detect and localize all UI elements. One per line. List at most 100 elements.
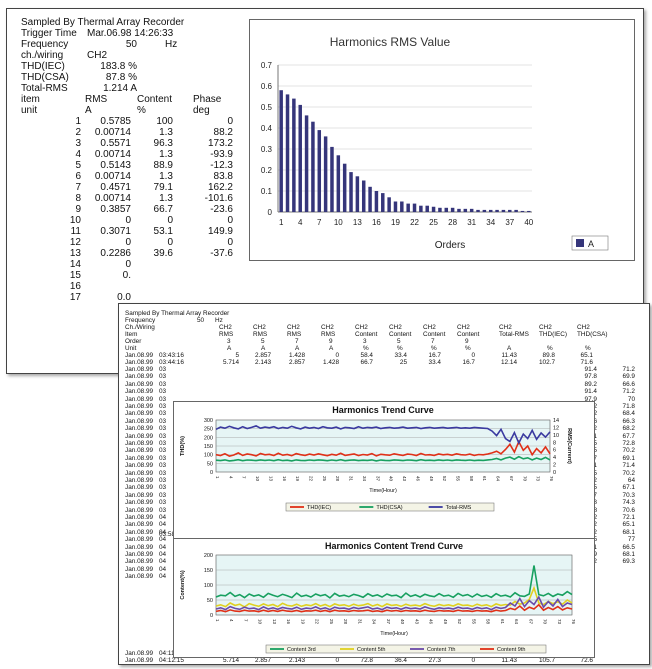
rms-chart-frame: Harmonics RMS Value 0 0.1 0.2 0.3 0.4 0.5 0.6 0.… xyxy=(249,19,635,261)
x-tick-label: 25 xyxy=(322,476,327,482)
row-value: 89.8 xyxy=(542,352,555,359)
bar xyxy=(292,98,296,212)
row-time: 03:58:16 xyxy=(159,531,184,538)
x-tick-label: 55 xyxy=(471,619,476,625)
row-time-partial: 03 xyxy=(159,395,167,403)
series-line xyxy=(215,603,573,613)
row-thd-csa: 74.3 xyxy=(622,499,635,507)
frequency-unit: Hz xyxy=(165,39,178,50)
y-tick-label: 100 xyxy=(204,583,213,589)
x-tick-label: 16 xyxy=(286,619,291,625)
x-tick-label: 52 xyxy=(457,619,462,625)
column-order: 9 xyxy=(329,338,333,345)
row-time-partial: 03 xyxy=(159,484,167,492)
y-tick-label: 100 xyxy=(204,453,213,459)
row-value: 2.857 xyxy=(289,359,305,366)
x-tick-label: 28 xyxy=(343,619,348,625)
table-cell-content: 0 xyxy=(167,215,173,226)
series-line xyxy=(215,595,573,611)
table-cell-rms: 0.00714 xyxy=(94,149,131,160)
column-wiring: CH2 xyxy=(355,324,368,331)
y-tick-label-right: 14 xyxy=(553,418,559,424)
table-cell-rms: 0.0 xyxy=(117,292,131,303)
x-tick-label: 37 xyxy=(505,218,514,227)
table-cell-phase: -23.6 xyxy=(210,204,233,215)
x-tick-label: 34 xyxy=(362,476,367,482)
row-value: 71.6 xyxy=(580,359,593,366)
bar xyxy=(330,146,334,212)
legend-label: THD(IEC) xyxy=(307,505,331,511)
row-time-partial: 03 xyxy=(159,410,167,418)
row-time-partial: 03 xyxy=(159,403,167,410)
table-cell-order: 13 xyxy=(69,248,81,259)
thd-csa-value: 87.8 % xyxy=(105,72,137,83)
row-time-partial: 03 xyxy=(159,417,167,425)
column-wiring: CH2 xyxy=(457,324,470,331)
table-header-cell: item xyxy=(21,94,40,105)
x-tick-label: 46 xyxy=(429,619,434,625)
frequency-value: 50 xyxy=(125,39,137,50)
table-cell-phase: -37.6 xyxy=(210,248,233,259)
table-cell-content: 66.7 xyxy=(153,204,173,215)
row-time-partial: 04 xyxy=(159,565,167,573)
row-date: Jan.08.99 xyxy=(125,565,154,573)
row-time-partial: 03 xyxy=(159,366,167,373)
series-line xyxy=(215,425,551,445)
row-value: 1.428 xyxy=(289,352,305,359)
row-value: 36.4 xyxy=(394,657,407,664)
column-wiring: CH2 xyxy=(321,324,334,331)
y-tick-label-right: 6 xyxy=(553,448,556,454)
row-thd-csa: 72.8 xyxy=(622,440,635,447)
table-cell-phase: -12.3 xyxy=(210,160,233,171)
column-item: Total-RMS xyxy=(499,331,529,338)
table-cell-rms: 0.00714 xyxy=(94,171,131,182)
row-time-partial: 03 xyxy=(159,440,167,447)
column-item: Content xyxy=(389,331,412,338)
row-value: 5 xyxy=(235,352,239,359)
table-cell-content: 39.6 xyxy=(153,248,173,259)
x-tick-label: 40 xyxy=(524,218,533,227)
frequency-label: Frequency xyxy=(21,39,69,50)
table-cell-rms: 0.00714 xyxy=(94,193,131,204)
x-tick-label: 67 xyxy=(528,619,533,625)
table-cell-content: 0 xyxy=(167,237,173,248)
x-tick-label: 73 xyxy=(536,476,541,482)
table-unit-cell: A xyxy=(85,105,92,116)
series-line xyxy=(215,439,551,457)
bar xyxy=(342,163,347,212)
x-tick-label: 58 xyxy=(469,476,474,482)
bar xyxy=(400,201,404,212)
chart-title: Harmonics RMS Value xyxy=(330,35,451,49)
bar xyxy=(387,197,391,212)
row-thd-csa: 65.1 xyxy=(622,521,635,529)
column-unit: A xyxy=(227,345,232,352)
row-date: Jan.08.99 xyxy=(125,447,154,455)
trigger-time-label: Trigger Time xyxy=(21,28,77,39)
bar xyxy=(488,209,493,212)
y-tick-label-right: 4 xyxy=(553,455,556,461)
table-header-cell: RMS xyxy=(85,94,108,105)
x-tick-label: 4 xyxy=(229,619,234,622)
legend-label: Total-RMS xyxy=(446,505,472,511)
row-time-partial: 03 xyxy=(159,447,167,455)
table-cell-content: 1.3 xyxy=(159,149,173,160)
x-tick-label: 16 xyxy=(372,218,381,227)
row-date: Jan.08.99 xyxy=(125,573,154,581)
x-tick-label: 22 xyxy=(410,218,419,227)
row-date: Jan.08.99 xyxy=(125,528,154,536)
row-date: Jan.08.99 xyxy=(125,388,154,396)
row-time-partial: 03 xyxy=(159,432,167,440)
table-cell-rms: 0.3071 xyxy=(100,226,131,237)
bar xyxy=(514,209,518,212)
bar xyxy=(419,205,423,212)
row-value: 16.7 xyxy=(462,359,475,366)
bar xyxy=(482,209,487,212)
row-date: Jan.08.99 xyxy=(125,454,154,462)
row-date: Jan.08.99 xyxy=(125,410,154,418)
x-tick-label: 73 xyxy=(557,619,562,625)
row-time-partial: 04 xyxy=(159,528,167,536)
bar xyxy=(279,90,283,212)
table-cell-phase: 173.2 xyxy=(207,138,233,149)
table-cell-content: 1.3 xyxy=(159,171,173,182)
table-cell-order: 5 xyxy=(75,160,81,171)
